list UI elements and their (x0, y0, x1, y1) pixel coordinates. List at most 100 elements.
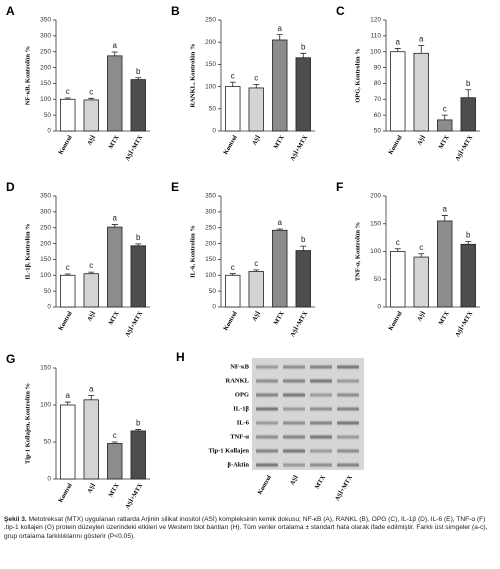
blot-band (337, 448, 359, 454)
panel-label: B (171, 4, 180, 18)
bar (248, 271, 264, 308)
significance-letter: c (113, 431, 117, 440)
y-tick-label: 250 (205, 224, 216, 231)
significance-letter: c (419, 243, 423, 252)
y-tick-label: 300 (40, 209, 51, 216)
blot-band (310, 448, 332, 454)
x-tick-label: AŞİ (86, 134, 98, 147)
bar (295, 57, 311, 132)
bar (130, 245, 146, 308)
error-bar (135, 429, 142, 431)
x-tick-label: AŞİ+MTX (454, 310, 474, 338)
y-axis-label: TNF-α, Kontrolün % (354, 222, 361, 281)
y-axis-label: RANKL, Kontrolün % (189, 44, 196, 108)
error-bar (300, 52, 307, 58)
panel-label: H (176, 350, 185, 364)
x-tick-label: Kontrol (57, 310, 74, 332)
bar (130, 79, 146, 132)
blot-band (310, 434, 332, 440)
error-bar (394, 48, 401, 52)
error-bar (135, 77, 142, 80)
error-bar (64, 401, 71, 405)
error-bar (465, 89, 472, 98)
y-tick-label: 0 (47, 476, 51, 483)
significance-letter: c (231, 263, 235, 272)
panel-label: C (336, 4, 345, 18)
x-tick-label: MTX (272, 310, 286, 326)
blot-band (256, 448, 278, 454)
y-tick-label: 150 (40, 80, 51, 87)
y-tick-label: 350 (40, 17, 51, 24)
blot-row-label: β-Aktin (228, 461, 250, 468)
y-tick-label: 100 (370, 248, 381, 255)
x-tick-label: MTX (272, 134, 286, 150)
y-axis-label: OPG, Kontrolün % (354, 48, 361, 103)
y-tick-label: 50 (374, 128, 382, 135)
x-tick-label: AŞİ (251, 310, 263, 323)
error-bar (441, 215, 448, 221)
y-axis-label: Tip-1 Kollajen, Kontrolün % (24, 383, 31, 464)
error-bar (418, 44, 425, 54)
error-bar (253, 269, 260, 272)
y-tick-label: 150 (205, 256, 216, 263)
error-bar (300, 245, 307, 251)
bar (60, 98, 76, 132)
blot-band (310, 406, 332, 412)
significance-letter: b (301, 235, 306, 244)
x-tick-label: MTX (437, 134, 451, 150)
significance-letter: c (254, 259, 258, 268)
y-tick-label: 100 (370, 48, 381, 55)
bar (437, 220, 453, 308)
blot-column-label: AŞİ (289, 474, 301, 487)
y-tick-label: 90 (374, 64, 382, 71)
blot-band (256, 420, 278, 426)
y-tick-label: 300 (40, 33, 51, 40)
y-tick-label: 200 (205, 39, 216, 46)
bar (390, 51, 406, 132)
error-bar (229, 81, 236, 87)
y-tick-label: 100 (40, 402, 51, 409)
significance-letter: a (113, 41, 118, 50)
y-tick-label: 60 (374, 112, 382, 119)
blot-band (337, 392, 359, 398)
error-bar (394, 248, 401, 252)
blot-band (283, 364, 305, 370)
significance-letter: a (278, 218, 283, 227)
blot-band (283, 448, 305, 454)
y-tick-label: 250 (205, 17, 216, 24)
significance-letter: c (443, 104, 447, 113)
x-tick-label: AŞİ (86, 310, 98, 323)
y-tick-label: 200 (40, 240, 51, 247)
y-tick-label: 0 (47, 304, 51, 311)
significance-letter: a (113, 214, 118, 223)
bar (225, 274, 241, 308)
blot-band (310, 462, 332, 468)
x-tick-label: Kontrol (222, 134, 239, 156)
error-bar (135, 243, 142, 246)
significance-letter: c (89, 87, 93, 96)
y-tick-label: 350 (40, 193, 51, 200)
error-bar (418, 253, 425, 258)
x-tick-label: AŞİ+MTX (124, 310, 144, 338)
y-tick-label: 100 (40, 96, 51, 103)
bar (272, 39, 288, 132)
significance-letter: a (278, 24, 283, 33)
bar (83, 99, 99, 132)
x-tick-label: AŞİ (416, 134, 428, 147)
significance-letter: c (254, 73, 258, 82)
bar (107, 55, 123, 132)
significance-letter: a (443, 205, 448, 214)
blot-column-label: AŞİ+MTX (334, 474, 354, 502)
blot-band (310, 378, 332, 384)
error-bar (276, 34, 283, 40)
error-bar (441, 114, 448, 120)
x-tick-label: AŞİ (251, 134, 263, 147)
y-tick-label: 200 (40, 64, 51, 71)
panel-label: E (171, 180, 179, 194)
blot-band (283, 420, 305, 426)
blot-row-label: IL-6 (237, 419, 250, 426)
caption-label: Şekil 3. (4, 516, 27, 523)
error-bar (64, 273, 71, 276)
panel-label: D (6, 180, 15, 194)
